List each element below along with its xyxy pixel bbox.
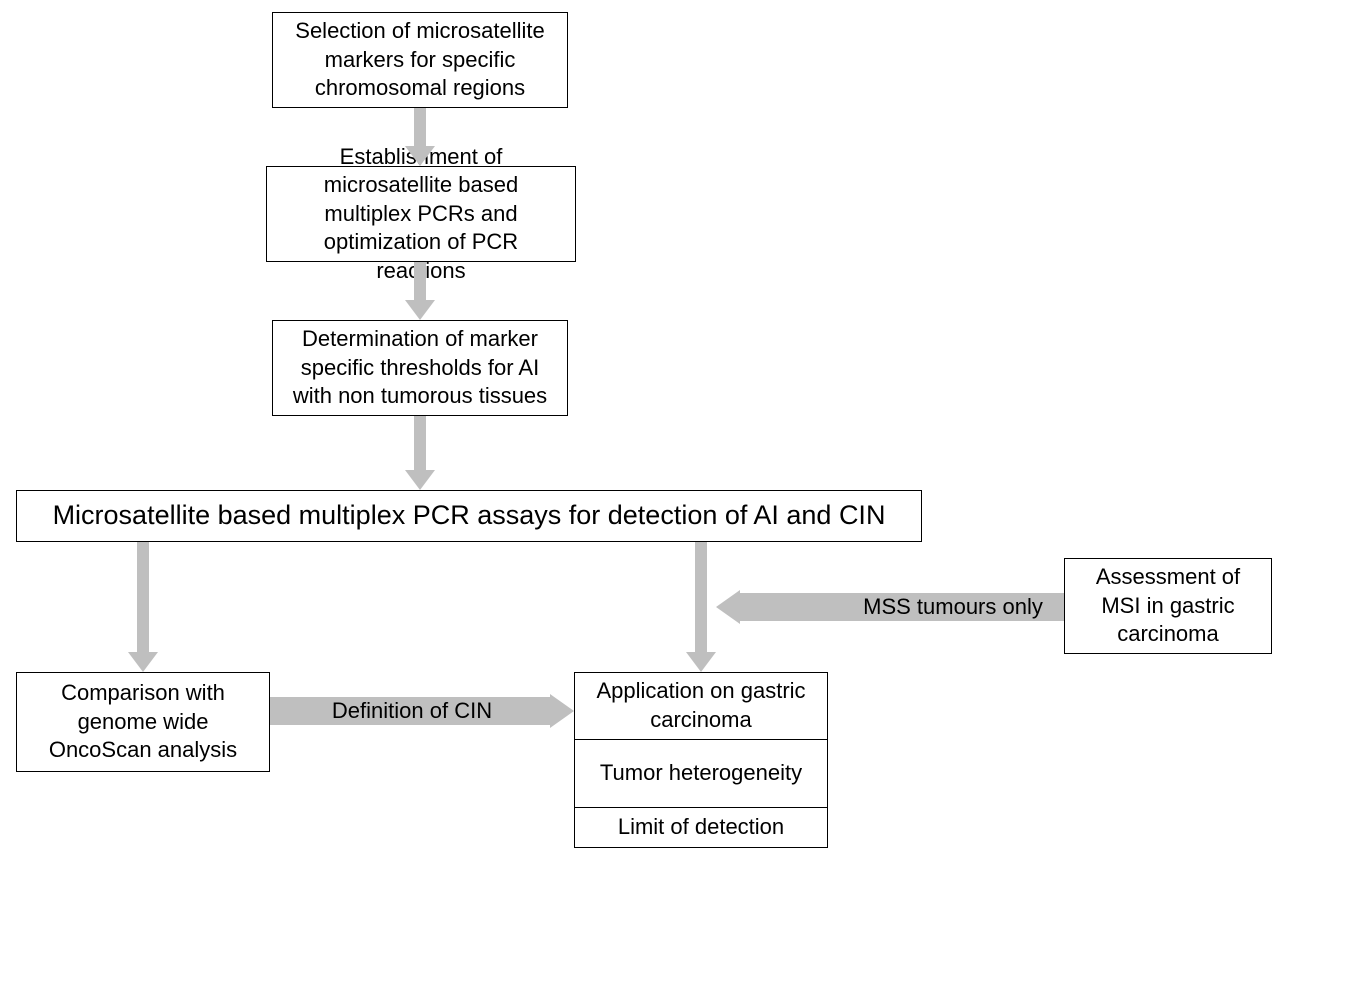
flow-node-heterogeneity: Tumor heterogeneity [574,740,828,808]
flow-node-determination: Determination of marker specific thresho… [272,320,568,416]
node-label: Limit of detection [618,813,784,842]
arrow-down-icon [686,542,716,672]
flow-node-assays: Microsatellite based multiplex PCR assay… [16,490,922,542]
node-label: Assessment of MSI in gastric carcinoma [1077,563,1259,649]
node-label: Tumor heterogeneity [600,759,802,788]
edge-label-mss: MSS tumours only [848,594,1058,620]
edge-label-definition: Definition of CIN [302,698,522,724]
flow-node-comparison: Comparison with genome wide OncoScan ana… [16,672,270,772]
flow-node-application: Application on gastric carcinoma [574,672,828,740]
flow-node-limit: Limit of detection [574,808,828,848]
arrow-down-icon [128,542,158,672]
flow-node-msi-assessment: Assessment of MSI in gastric carcinoma [1064,558,1272,654]
node-label: Comparison with genome wide OncoScan ana… [29,679,257,765]
node-label: Microsatellite based multiplex PCR assay… [53,498,886,533]
edge-label-text: Definition of CIN [332,698,492,723]
flow-node-establishment: Establishment of microsatellite based mu… [266,166,576,262]
arrow-down-icon [405,262,435,320]
arrow-down-icon [405,108,435,166]
node-label: Application on gastric carcinoma [587,677,815,734]
flow-node-selection: Selection of microsatellite markers for … [272,12,568,108]
edge-label-text: MSS tumours only [863,594,1043,619]
node-label: Determination of marker specific thresho… [285,325,555,411]
node-label: Selection of microsatellite markers for … [285,17,555,103]
arrow-down-icon [405,416,435,490]
